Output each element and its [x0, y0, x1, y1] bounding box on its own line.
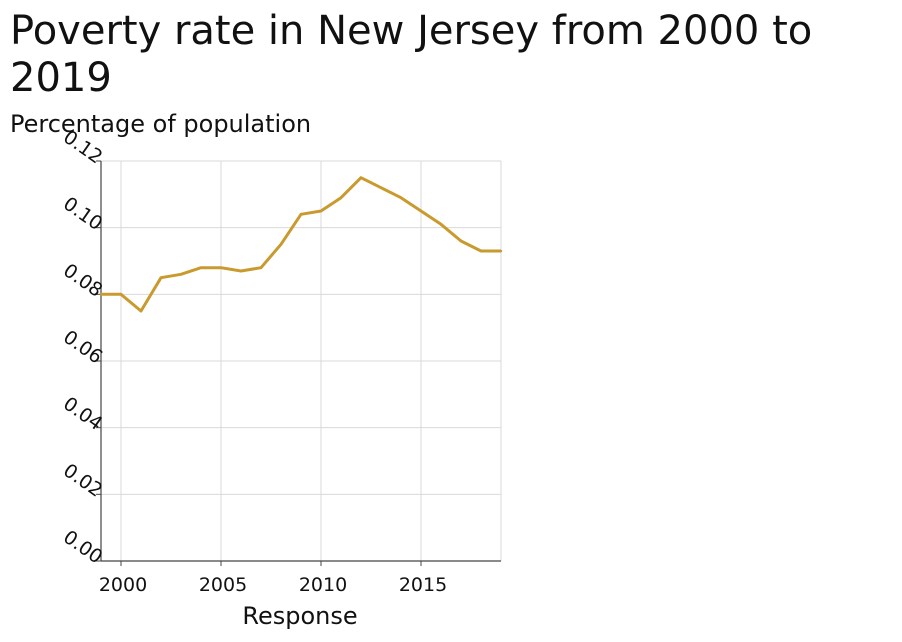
series-line	[101, 176, 501, 313]
data-point	[319, 209, 323, 213]
data-point	[139, 309, 143, 313]
data-point	[239, 269, 243, 273]
x-tick-label: 2010	[299, 574, 347, 596]
series-group	[99, 176, 503, 313]
y-tick-label: 0.12	[59, 126, 106, 168]
chart-title: Poverty rate in New Jersey from 2000 to …	[10, 8, 813, 101]
data-point	[479, 249, 483, 253]
data-point	[419, 209, 423, 213]
data-point	[279, 243, 283, 246]
data-point	[119, 293, 123, 296]
data-point	[379, 186, 383, 189]
y-tick-labels: 0.00 0.02 0.04 0.06 0.08 0.10 0.12	[59, 126, 106, 568]
y-tick-label: 0.00	[59, 526, 106, 568]
data-point	[439, 223, 443, 226]
y-tick-label: 0.10	[59, 193, 106, 235]
data-point	[459, 239, 463, 243]
y-tick-label: 0.04	[59, 393, 106, 435]
y-axis-label: Percentage of population	[10, 110, 312, 138]
axes	[96, 160, 501, 566]
data-point	[179, 273, 183, 276]
data-point	[259, 266, 263, 269]
x-axis-label: Response	[242, 602, 358, 630]
data-point	[99, 293, 103, 296]
data-point	[199, 266, 203, 269]
grid-lines	[101, 160, 502, 562]
x-tick-label: 2005	[199, 574, 247, 596]
data-point	[499, 249, 503, 253]
data-point	[359, 176, 363, 179]
x-tick-label: 2015	[399, 574, 447, 596]
data-point	[339, 196, 343, 199]
y-tick-label: 0.02	[59, 459, 106, 501]
x-tick-labels: 2000 2005 2010 2015	[99, 574, 447, 596]
y-tick-label: 0.08	[59, 259, 106, 301]
data-point	[399, 196, 403, 199]
data-point	[159, 276, 163, 279]
x-tick-label: 2000	[99, 574, 147, 596]
data-point	[219, 266, 223, 269]
y-tick-label: 0.06	[59, 326, 106, 368]
data-point	[299, 213, 303, 216]
